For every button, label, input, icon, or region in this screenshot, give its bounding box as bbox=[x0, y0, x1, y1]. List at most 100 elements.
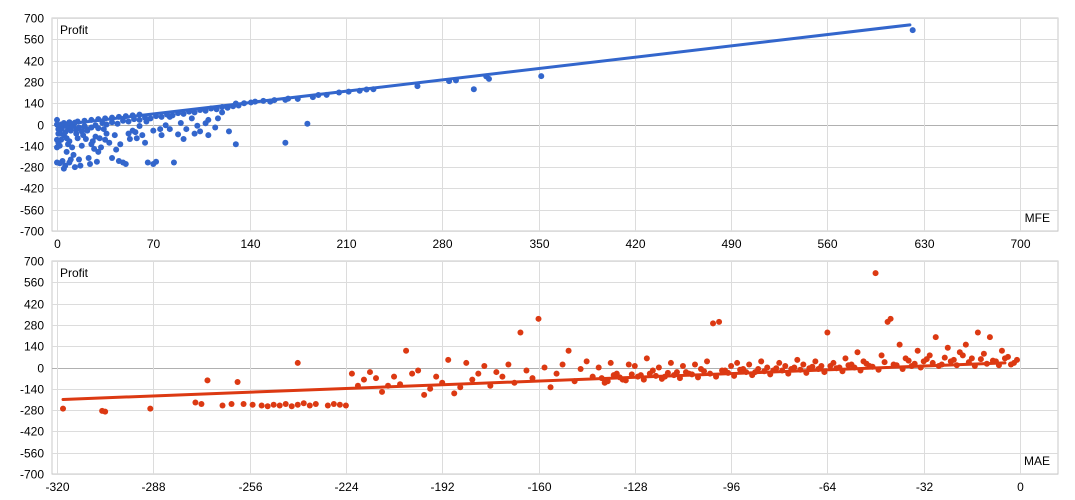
data-point bbox=[710, 320, 717, 327]
data-point bbox=[142, 139, 149, 146]
data-point bbox=[139, 132, 146, 139]
data-point bbox=[197, 128, 204, 135]
data-point bbox=[282, 401, 289, 408]
data-point bbox=[701, 368, 708, 375]
data-point bbox=[276, 402, 283, 409]
data-point bbox=[192, 399, 199, 406]
data-point bbox=[249, 401, 256, 408]
data-point bbox=[1013, 356, 1020, 363]
data-point bbox=[113, 146, 120, 153]
data-point bbox=[664, 369, 671, 376]
data-point bbox=[827, 362, 834, 369]
data-point bbox=[60, 165, 67, 172]
data-point bbox=[180, 110, 187, 117]
data-point bbox=[71, 164, 78, 171]
data-point bbox=[716, 318, 723, 325]
data-point bbox=[136, 116, 143, 123]
data-point bbox=[102, 136, 109, 143]
data-point bbox=[114, 120, 121, 127]
data-point bbox=[82, 135, 89, 142]
data-point bbox=[595, 364, 602, 371]
data-point bbox=[854, 349, 861, 356]
data-point bbox=[541, 364, 548, 371]
y-tick-label: -420 bbox=[20, 182, 44, 196]
mfe-profit-chart: 700 560 420 280 140 0 -140 -280 -420 -560 -700 0 70 1… bbox=[20, 12, 1059, 251]
data-point bbox=[120, 117, 127, 124]
data-point bbox=[125, 130, 132, 137]
data-point bbox=[366, 369, 373, 376]
data-point bbox=[445, 356, 452, 363]
x-tick-label: -160 bbox=[527, 480, 551, 494]
data-point bbox=[228, 401, 235, 408]
data-point bbox=[166, 126, 173, 133]
data-point bbox=[499, 373, 506, 380]
data-point bbox=[294, 401, 301, 408]
x-tick-label: 210 bbox=[336, 237, 356, 251]
data-point bbox=[212, 124, 219, 131]
y-tick-label: -560 bbox=[20, 447, 44, 461]
x-tick-label: 630 bbox=[914, 237, 934, 251]
x-axis-label: MAE bbox=[1024, 454, 1050, 468]
data-point bbox=[177, 119, 184, 126]
data-point bbox=[791, 364, 798, 371]
data-point bbox=[91, 145, 98, 152]
data-point bbox=[493, 369, 500, 376]
x-tick-label: 420 bbox=[625, 237, 645, 251]
data-point bbox=[475, 370, 482, 377]
data-point bbox=[144, 159, 151, 166]
data-point bbox=[625, 361, 632, 368]
data-point bbox=[198, 401, 205, 408]
data-point bbox=[421, 391, 428, 398]
data-point bbox=[85, 154, 92, 161]
data-point bbox=[67, 127, 74, 134]
data-point bbox=[433, 373, 440, 380]
data-point bbox=[360, 376, 367, 383]
y-tick-label: -700 bbox=[20, 225, 44, 239]
data-point bbox=[773, 365, 780, 372]
data-point bbox=[505, 361, 512, 368]
y-tick-label: -700 bbox=[20, 468, 44, 482]
data-point bbox=[755, 366, 762, 373]
data-point bbox=[643, 355, 650, 362]
y-tick-label: 280 bbox=[24, 76, 44, 90]
data-point bbox=[391, 373, 398, 380]
y-tick-label: 560 bbox=[24, 276, 44, 290]
data-point bbox=[205, 116, 212, 123]
data-point bbox=[719, 367, 726, 374]
data-point bbox=[77, 162, 84, 169]
y-tick-label: 420 bbox=[24, 55, 44, 69]
data-point bbox=[312, 401, 319, 408]
data-point bbox=[379, 388, 386, 395]
x-tick-label: -192 bbox=[430, 480, 454, 494]
data-point bbox=[986, 334, 993, 341]
data-point bbox=[102, 408, 109, 415]
data-point bbox=[117, 141, 124, 148]
data-point bbox=[553, 370, 560, 377]
data-point bbox=[258, 402, 265, 409]
data-point bbox=[87, 161, 94, 168]
data-point bbox=[646, 370, 653, 377]
data-point bbox=[529, 375, 536, 382]
data-point bbox=[270, 401, 277, 408]
data-point bbox=[232, 141, 239, 148]
data-point bbox=[300, 400, 307, 407]
data-point bbox=[306, 402, 313, 409]
data-point bbox=[409, 370, 416, 377]
data-point bbox=[294, 359, 301, 366]
data-point bbox=[565, 347, 572, 354]
data-point bbox=[485, 75, 492, 82]
data-point bbox=[872, 270, 879, 277]
data-point bbox=[55, 130, 62, 137]
data-point bbox=[136, 123, 143, 130]
data-point bbox=[63, 148, 70, 155]
x-axis-label: MFE bbox=[1025, 211, 1050, 225]
data-point bbox=[96, 135, 103, 142]
data-point bbox=[191, 130, 198, 137]
data-point bbox=[288, 403, 295, 410]
data-point bbox=[147, 405, 154, 412]
y-tick-label: 140 bbox=[24, 340, 44, 354]
data-point bbox=[1007, 361, 1014, 368]
mae-profit-chart: 7005604202801400-140-280-420-560-700-320… bbox=[20, 255, 1059, 494]
data-point bbox=[845, 362, 852, 369]
data-point bbox=[54, 136, 60, 143]
